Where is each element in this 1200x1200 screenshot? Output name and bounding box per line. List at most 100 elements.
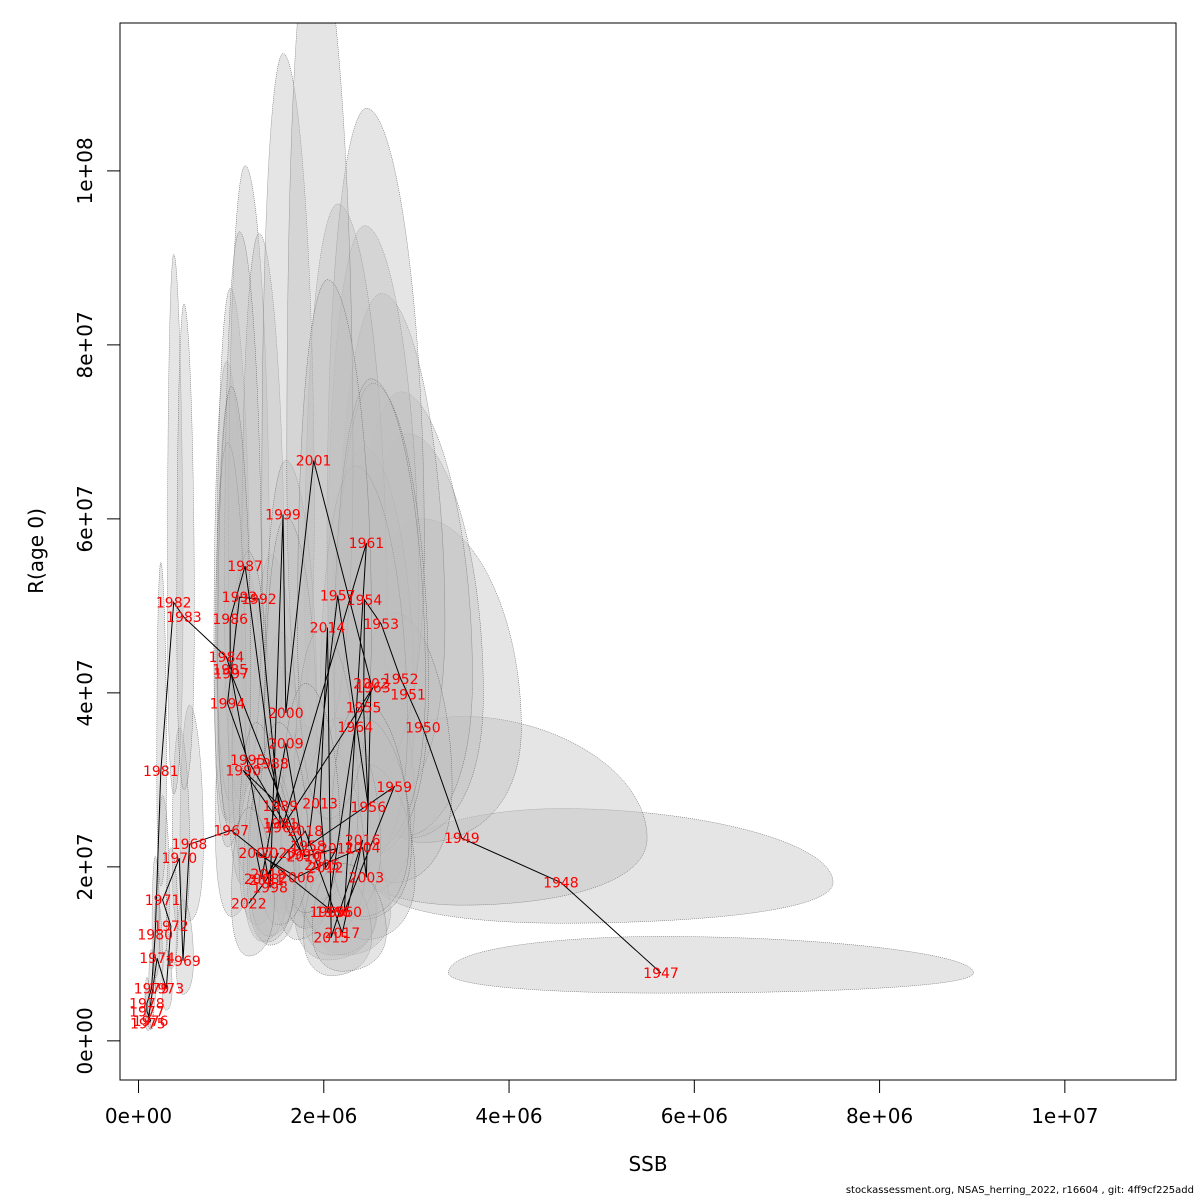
year-label-1968: 1968 xyxy=(172,837,208,853)
x-tick-label: 4e+06 xyxy=(475,1104,542,1128)
year-label-1983: 1983 xyxy=(166,610,202,626)
year-label-1964: 1964 xyxy=(337,720,373,736)
year-label-1972: 1972 xyxy=(153,919,189,935)
year-label-2014: 2014 xyxy=(310,621,346,637)
year-label-1997: 1997 xyxy=(213,667,249,683)
year-label-1970: 1970 xyxy=(161,851,197,867)
ellipse-1955 xyxy=(328,446,415,852)
year-label-1960: 1960 xyxy=(326,905,362,921)
year-label-1996: 1996 xyxy=(285,848,321,864)
year-label-1993: 1993 xyxy=(222,590,258,606)
ellipse-1969 xyxy=(175,899,194,995)
year-label-1963: 1963 xyxy=(355,681,391,697)
y-tick-label: 4e+07 xyxy=(73,659,97,726)
year-label-2013: 2013 xyxy=(302,796,338,812)
year-label-1962: 1962 xyxy=(264,821,300,837)
ellipse-1972 xyxy=(165,847,179,970)
year-label-2015: 2015 xyxy=(313,930,349,946)
ellipse-1978 xyxy=(144,977,151,1019)
ellipse-2022 xyxy=(231,807,275,957)
year-label-1953: 1953 xyxy=(363,617,399,633)
year-label-1988: 1988 xyxy=(253,756,289,772)
year-label-1991: 1991 xyxy=(262,816,298,832)
x-tick-label: 8e+06 xyxy=(846,1104,913,1128)
year-label-1979: 1979 xyxy=(134,982,170,998)
year-label-2003: 2003 xyxy=(349,870,385,886)
ellipse-2002 xyxy=(333,378,426,852)
year-label-2004: 2004 xyxy=(345,841,381,857)
year-label-2012: 2012 xyxy=(308,861,344,877)
year-label-1971: 1971 xyxy=(145,893,181,909)
year-label-1969: 1969 xyxy=(165,954,201,970)
year-label-1966: 1966 xyxy=(315,905,351,921)
ellipse-1950 xyxy=(355,518,522,843)
ellipse-1983 xyxy=(176,303,195,790)
year-label-1948: 1948 xyxy=(543,876,579,892)
year-label-1978: 1978 xyxy=(129,996,165,1012)
year-label-1954: 1954 xyxy=(347,593,383,609)
year-label-1955: 1955 xyxy=(346,701,382,717)
year-label-2007: 2007 xyxy=(238,846,274,862)
year-label-1987: 1987 xyxy=(227,559,263,575)
year-label-1995: 1995 xyxy=(230,753,266,769)
y-tick-label: 2e+07 xyxy=(73,833,97,900)
x-tick-label: 2e+06 xyxy=(290,1104,357,1128)
ellipse-1961 xyxy=(326,108,425,783)
y-tick-label: 6e+07 xyxy=(73,485,97,552)
year-label-2017: 2017 xyxy=(324,926,360,942)
x-tick-label: 1e+07 xyxy=(1031,1104,1098,1128)
ellipse-1949 xyxy=(335,716,648,906)
year-label-2016: 2016 xyxy=(345,833,381,849)
ellipse-1948 xyxy=(375,808,834,924)
year-label-2005: 2005 xyxy=(304,858,340,874)
year-label-1965: 1965 xyxy=(310,905,346,921)
trajectory-polyline xyxy=(146,460,662,1025)
year-label-1990: 1990 xyxy=(225,763,261,779)
year-label-1959: 1959 xyxy=(376,780,412,796)
year-label-1967: 1967 xyxy=(213,823,249,839)
year-label-1950: 1950 xyxy=(405,721,441,737)
ellipse-2003 xyxy=(333,763,416,940)
trajectory-line xyxy=(146,460,662,1025)
y-axis: 0e+00 2e+07 4e+07 6e+07 8e+07 1e+08 xyxy=(73,137,121,1075)
year-label-2008: 2008 xyxy=(244,872,280,888)
year-label-1947: 1947 xyxy=(643,966,679,982)
ellipse-1957 xyxy=(304,203,387,811)
ellipse-2014 xyxy=(297,279,372,820)
ellipse-1962 xyxy=(259,670,315,915)
year-label-1992: 1992 xyxy=(241,592,277,608)
ellipse-1971 xyxy=(157,795,170,958)
x-axis: 0e+00 2e+06 4e+06 6e+06 8e+06 1e+07 xyxy=(105,1079,1098,1128)
year-label-2010: 2010 xyxy=(286,849,322,865)
x-tick-label: 6e+06 xyxy=(661,1104,728,1128)
year-label-1986: 1986 xyxy=(212,612,248,628)
year-label-2018: 2018 xyxy=(287,824,323,840)
year-label-1974: 1974 xyxy=(139,951,175,967)
year-label-1999: 1999 xyxy=(265,508,301,524)
year-label-1977: 1977 xyxy=(129,1004,165,1020)
ellipse-2001 xyxy=(286,23,354,758)
ellipse-1970 xyxy=(171,727,190,931)
y-tick-label: 8e+07 xyxy=(73,311,97,378)
year-label-2009: 2009 xyxy=(268,736,304,752)
ellipse-2018 xyxy=(281,683,341,913)
year-label-1973: 1973 xyxy=(148,982,184,998)
ellipse-1968 xyxy=(179,704,204,922)
ellipse-1966 xyxy=(302,833,378,956)
ellipse-2012 xyxy=(298,745,366,935)
year-label-1956: 1956 xyxy=(350,800,386,816)
ellipse-2009 xyxy=(264,516,318,868)
ellipse-1986 xyxy=(216,288,251,801)
year-label-1984: 1984 xyxy=(209,650,245,666)
ellipse-1947 xyxy=(448,936,974,994)
ellipse-1953 xyxy=(337,293,446,807)
year-label-1985: 1985 xyxy=(212,662,248,678)
year-label-1976: 1976 xyxy=(133,1014,169,1030)
year-label-1980: 1980 xyxy=(137,928,173,944)
y-axis-label: R(age 0) xyxy=(24,508,48,594)
year-label-2019: 2019 xyxy=(250,867,286,883)
year-label-2022: 2022 xyxy=(231,896,267,912)
year-label-1994: 1994 xyxy=(210,696,246,712)
